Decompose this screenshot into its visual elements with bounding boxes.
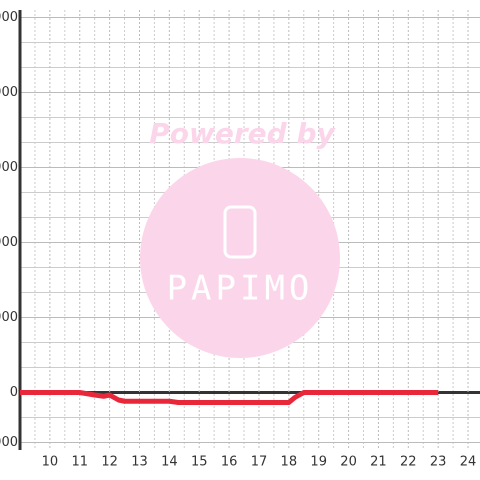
x-tick-label: 14: [161, 455, 178, 470]
watermark-logo: PAPIMO: [167, 269, 314, 309]
x-tick-label: 13: [131, 455, 148, 470]
x-tick-label: 17: [251, 455, 268, 470]
x-tick-label: 24: [460, 455, 477, 470]
x-tick-label: 10: [42, 455, 59, 470]
x-tick-label: 21: [370, 455, 387, 470]
x-tick-label: 19: [310, 455, 327, 470]
watermark: Powered by PAPIMO: [140, 117, 340, 358]
x-tick-label: 22: [400, 455, 417, 470]
x-tick-label: 20: [340, 455, 357, 470]
x-tick-label: 23: [430, 455, 447, 470]
x-tick-label: 16: [221, 455, 238, 470]
y-tick-label: -20,000: [0, 435, 18, 450]
y-tick-label: 60,000: [0, 235, 18, 250]
y-tick-label: 150,000: [0, 10, 18, 25]
y-tick-label: 90,000: [0, 160, 18, 175]
y-tick-label: 0: [10, 385, 18, 400]
x-tick-label: 15: [191, 455, 208, 470]
x-tick-label: 18: [281, 455, 298, 470]
x-tick-label: 12: [101, 455, 118, 470]
y-tick-label: 30,000: [0, 310, 18, 325]
x-tick-label: 11: [71, 455, 88, 470]
data-line: [20, 390, 439, 405]
watermark-text: Powered by: [149, 117, 336, 150]
y-tick-label: 120,000: [0, 85, 18, 100]
watermark-icon: [223, 205, 257, 259]
